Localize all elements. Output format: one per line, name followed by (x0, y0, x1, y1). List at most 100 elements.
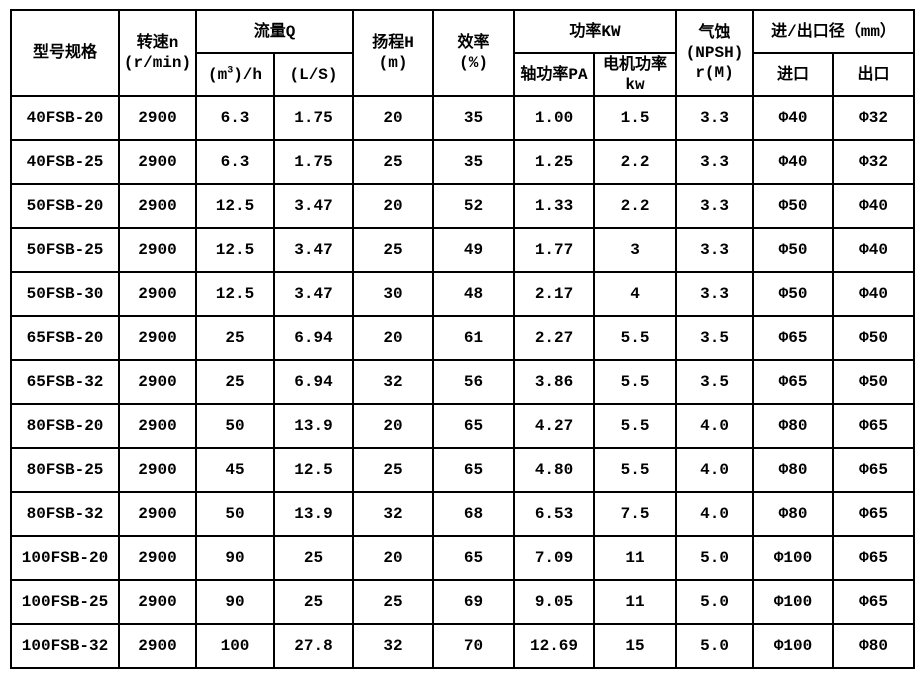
table-cell: 61 (432, 315, 516, 361)
header-line: 出口 (857, 65, 890, 84)
col-header-motor-power: 电机功率 kw (593, 52, 678, 97)
table-cell: 25 (195, 315, 275, 361)
table-cell: 7.5 (593, 491, 678, 537)
table-cell: Φ65 (832, 447, 916, 493)
table-cell: Φ40 (832, 227, 916, 273)
table-cell: Φ65 (832, 535, 916, 581)
table-cell: 65 (432, 447, 516, 493)
table-cell: 13.9 (272, 491, 355, 537)
table-cell: 1.5 (593, 95, 678, 141)
table-cell: 2900 (118, 623, 197, 669)
table-cell: 20 (352, 403, 435, 449)
table-cell: 49 (432, 227, 516, 273)
header-line: 电机功率 (603, 55, 668, 74)
table-cell: 40FSB-25 (10, 139, 120, 185)
table-cell: 5.0 (675, 535, 755, 581)
table-cell: Φ50 (832, 315, 916, 361)
table-cell: 65FSB-20 (10, 315, 120, 361)
table-cell: Φ65 (752, 359, 835, 405)
table-cell: 80FSB-20 (10, 403, 120, 449)
table-cell: 4.27 (513, 403, 596, 449)
table-cell: 90 (195, 579, 275, 625)
table-cell: 2.17 (513, 271, 596, 317)
table-cell: 100FSB-20 (10, 535, 120, 581)
col-header-flow-ls: (L/S) (272, 52, 355, 97)
table-cell: 2.27 (513, 315, 596, 361)
table-cell: 6.3 (195, 95, 275, 141)
table-cell: 65FSB-32 (10, 359, 120, 405)
table-row: 100FSB-20 2900 90 25 20 65 7.09 11 5.0 Φ100 Φ65 (10, 535, 916, 581)
table-cell: Φ80 (752, 491, 835, 537)
table-cell: Φ40 (832, 183, 916, 229)
header-text: )/h (233, 65, 263, 84)
table-cell: 6.94 (272, 315, 355, 361)
table-row: 80FSB-25 2900 45 12.5 25 65 4.80 5.5 4.0 Φ80 Φ65 (10, 447, 916, 493)
table-cell: 35 (432, 139, 516, 185)
table-cell: 50FSB-25 (10, 227, 120, 273)
header-line: 轴功率PA (520, 65, 588, 84)
header-line: 扬程H (372, 34, 414, 52)
table-cell: 20 (352, 95, 435, 141)
table-cell: 3.86 (513, 359, 596, 405)
table-row: 50FSB-25 2900 12.5 3.47 25 49 1.77 3 3.3 Φ50 Φ40 (10, 227, 916, 273)
table-row: 65FSB-20 2900 25 6.94 20 61 2.27 5.5 3.5 Φ65 Φ50 (10, 315, 916, 361)
table-cell: 35 (432, 95, 516, 141)
header-line: (%) (459, 54, 488, 72)
header-row-sub: (m3)/h (L/S) 轴功率PA 电机功率 kw 进口 出口 (11, 52, 916, 97)
table-cell: 40FSB-20 (10, 95, 120, 141)
table-cell: 5.5 (593, 403, 678, 449)
col-header-flow-m3h: (m3)/h (195, 52, 275, 97)
col-header-shaft-power: 轴功率PA (513, 52, 596, 97)
table-cell: 1.33 (513, 183, 596, 229)
table-cell: Φ50 (752, 271, 835, 317)
col-header-flow: 流量Q (194, 9, 355, 54)
header-line: 气蚀 (698, 24, 731, 42)
table-cell: 80FSB-25 (10, 447, 120, 493)
table-cell: Φ80 (752, 403, 835, 449)
table-cell: 25 (272, 579, 355, 625)
col-header-power: 功率KW (513, 9, 678, 54)
table-cell: 100FSB-25 (10, 579, 120, 625)
col-header-model: 型号规格 (10, 9, 120, 97)
table-cell: 3 (593, 227, 678, 273)
table-cell: 2900 (118, 271, 197, 317)
table-cell: 4.0 (675, 447, 755, 493)
col-header-head: 扬程H (m) (352, 9, 435, 97)
table-cell: 100FSB-32 (10, 623, 120, 669)
table-cell: 12.5 (195, 271, 275, 317)
table-cell: 50 (195, 403, 275, 449)
table-cell: 1.25 (513, 139, 596, 185)
table-cell: Φ65 (832, 403, 916, 449)
header-line: (L/S) (289, 65, 338, 84)
table-cell: 2900 (118, 403, 197, 449)
table-cell: 2.2 (593, 139, 678, 185)
header-line: 进/出口径（mm） (771, 22, 896, 41)
table-cell: 90 (195, 535, 275, 581)
table-cell: 13.9 (272, 403, 355, 449)
table-cell: Φ32 (832, 139, 916, 185)
table-cell: 69 (432, 579, 516, 625)
table-cell: 3.3 (675, 139, 755, 185)
table-cell: 12.5 (272, 447, 355, 493)
header-line: (NPSH) (685, 44, 744, 62)
table-cell: 7.09 (513, 535, 596, 581)
table-cell: 3.3 (675, 227, 755, 273)
table-cell: Φ65 (752, 315, 835, 361)
table-cell: 5.5 (593, 359, 678, 405)
table-cell: 25 (352, 227, 435, 273)
table-cell: 5.5 (593, 447, 678, 493)
table-cell: 1.75 (272, 95, 355, 141)
table-row: 50FSB-20 2900 12.5 3.47 20 52 1.33 2.2 3.3 Φ50 Φ40 (10, 183, 916, 229)
table-cell: 6.53 (513, 491, 596, 537)
col-header-npsh: 气蚀 (NPSH) r(M) (675, 9, 755, 97)
table-cell: 52 (432, 183, 516, 229)
header-line: (m) (378, 54, 408, 72)
table-cell: 20 (352, 315, 435, 361)
table-cell: 11 (593, 579, 678, 625)
col-header-outlet: 出口 (832, 52, 916, 97)
table-cell: 56 (432, 359, 516, 405)
table-cell: 3.3 (675, 95, 755, 141)
col-header-efficiency: 效率 (%) (432, 9, 516, 97)
table-row: 40FSB-20 2900 6.3 1.75 20 35 1.00 1.5 3.3 Φ40 Φ32 (10, 95, 916, 141)
table-cell: 50FSB-30 (10, 271, 120, 317)
